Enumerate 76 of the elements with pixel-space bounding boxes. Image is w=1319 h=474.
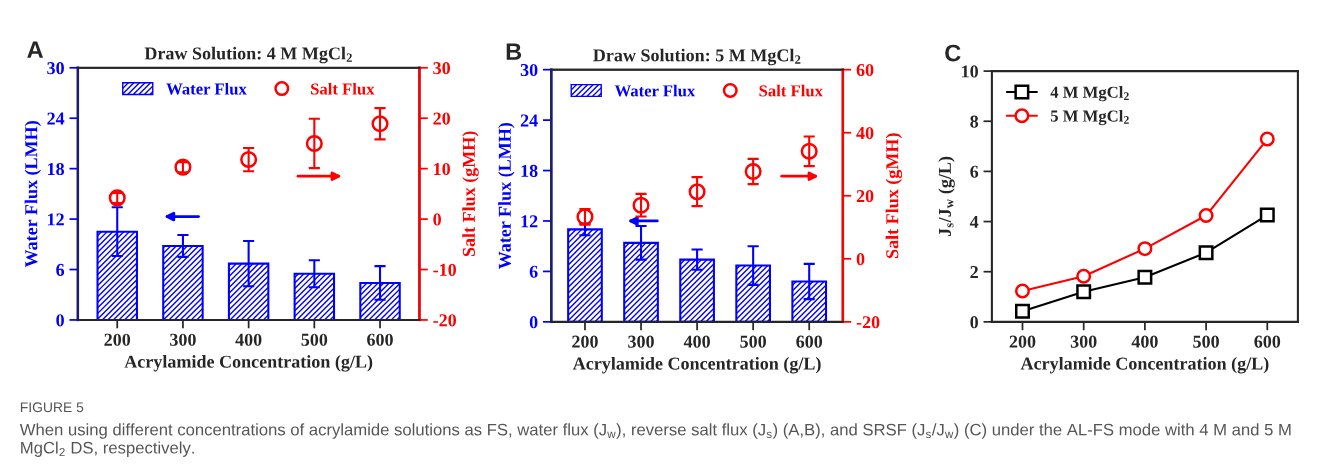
x-tick-label: 500: [301, 333, 328, 346]
y2-tick-label: 40: [856, 126, 874, 140]
x-tick-label: 300: [170, 333, 196, 346]
y-tick-label: 30: [520, 63, 538, 77]
y-tick-label: 2: [970, 266, 978, 278]
y2-axis-title: Salt Flux (gMH): [885, 133, 903, 258]
y-tick-label: 18: [521, 164, 538, 177]
point: [1076, 268, 1092, 284]
x-tick-label: 300: [1070, 335, 1097, 348]
y-tick-label: 0: [970, 316, 979, 329]
x-axis-title: Acrylamide Concentration (g/L): [1020, 356, 1269, 374]
legend-label: 4 M MgCl$_{2}$: [1050, 86, 1129, 102]
x-tick-label: 600: [1254, 335, 1281, 348]
y2-tick-label: 0: [856, 253, 865, 266]
bar: [567, 228, 603, 322]
y-tick-label: 6: [970, 165, 979, 178]
legend-label: Salt Flux: [311, 82, 375, 95]
y-tick-label: 24: [47, 112, 65, 125]
point: [1198, 245, 1214, 261]
caption: FIGURE 5: [20, 402, 84, 413]
point: [1259, 131, 1275, 147]
text: C: [945, 44, 961, 62]
y-tick-label: 0: [529, 316, 538, 329]
legend-label: Salt Flux: [759, 84, 823, 97]
y-tick-label: 12: [521, 215, 538, 228]
y-tick-label: 24: [520, 114, 538, 127]
x-tick-label: 200: [572, 335, 598, 348]
text: A: [27, 41, 44, 58]
chart-title: Draw Solution: 4 M MgCl$_{2}$: [144, 46, 352, 64]
y-tick-label: 12: [48, 213, 64, 226]
y2-tick-label: 20: [856, 190, 874, 203]
point: [1014, 303, 1030, 319]
y-tick-label: 6: [529, 265, 538, 278]
x-tick-label: 600: [796, 335, 823, 348]
x-tick-label: 200: [1009, 335, 1036, 348]
point: [1137, 241, 1153, 257]
legend-label: 5 M MgCl$_{2}$: [1050, 109, 1129, 126]
y2-tick-label: 60: [856, 63, 874, 77]
y2-tick-label: 0: [433, 213, 441, 226]
point: [1198, 208, 1214, 224]
point: [1259, 207, 1275, 223]
y-axis-title: Water Flux (LMH): [24, 121, 42, 268]
y-axis-title: J$_{s}$/J$_{w}$ (g/L): [938, 156, 955, 237]
x-tick-label: 400: [683, 335, 710, 348]
y2-axis-title: Salt Flux (gMH): [462, 131, 479, 257]
y2-tick-label: 10: [434, 162, 450, 176]
x-axis-title: Acrylamide Concentration (g/L): [572, 356, 821, 374]
legend-label: Water Flux: [614, 84, 696, 97]
y2-tick-label: 20: [433, 112, 450, 125]
text: When using different concentrations of acrylamide solutions as FS, water flux (J$_{w}$), reverse salt flux (J$_{s}$) (A,B), and SRSF (J$_{s}$/J$_{w}$) (C) under the AL-FS mode with 4 M and 5 M MgCl$_{2}$ DS, respectively.: [19, 423, 1291, 457]
x-tick-label: 300: [628, 335, 654, 348]
y-tick-label: 6: [56, 263, 65, 276]
point: [1014, 283, 1030, 299]
x-tick-label: 400: [235, 333, 262, 346]
text: B: [506, 43, 522, 60]
y-tick-label: 10: [962, 65, 979, 78]
x-tick-label: 600: [367, 333, 393, 346]
y2-tick-label: 30: [433, 62, 450, 75]
x-tick-label: 400: [1131, 335, 1158, 348]
y2-tick-label: -20: [856, 316, 880, 329]
x-axis-title: Acrylamide Concentration (g/L): [124, 355, 373, 372]
chart-title: Draw Solution: 5 M MgCl$_{2}$: [593, 48, 801, 66]
point: [1076, 284, 1092, 300]
x-tick-label: 200: [104, 333, 131, 346]
y-tick-label: 0: [56, 314, 64, 327]
point: [1137, 269, 1153, 285]
x-tick-label: 500: [1193, 335, 1219, 348]
y-tick-label: 4: [969, 215, 979, 228]
y-tick-label: 8: [970, 115, 979, 128]
legend-label: Water Flux: [166, 82, 247, 95]
y-axis-title: Water Flux (LMH): [498, 123, 515, 270]
y-tick-label: 30: [47, 62, 64, 75]
y-tick-label: 18: [48, 162, 65, 176]
x-tick-label: 500: [740, 335, 766, 348]
y2-tick-label: -20: [433, 314, 457, 327]
y2-tick-label: -10: [433, 263, 457, 276]
